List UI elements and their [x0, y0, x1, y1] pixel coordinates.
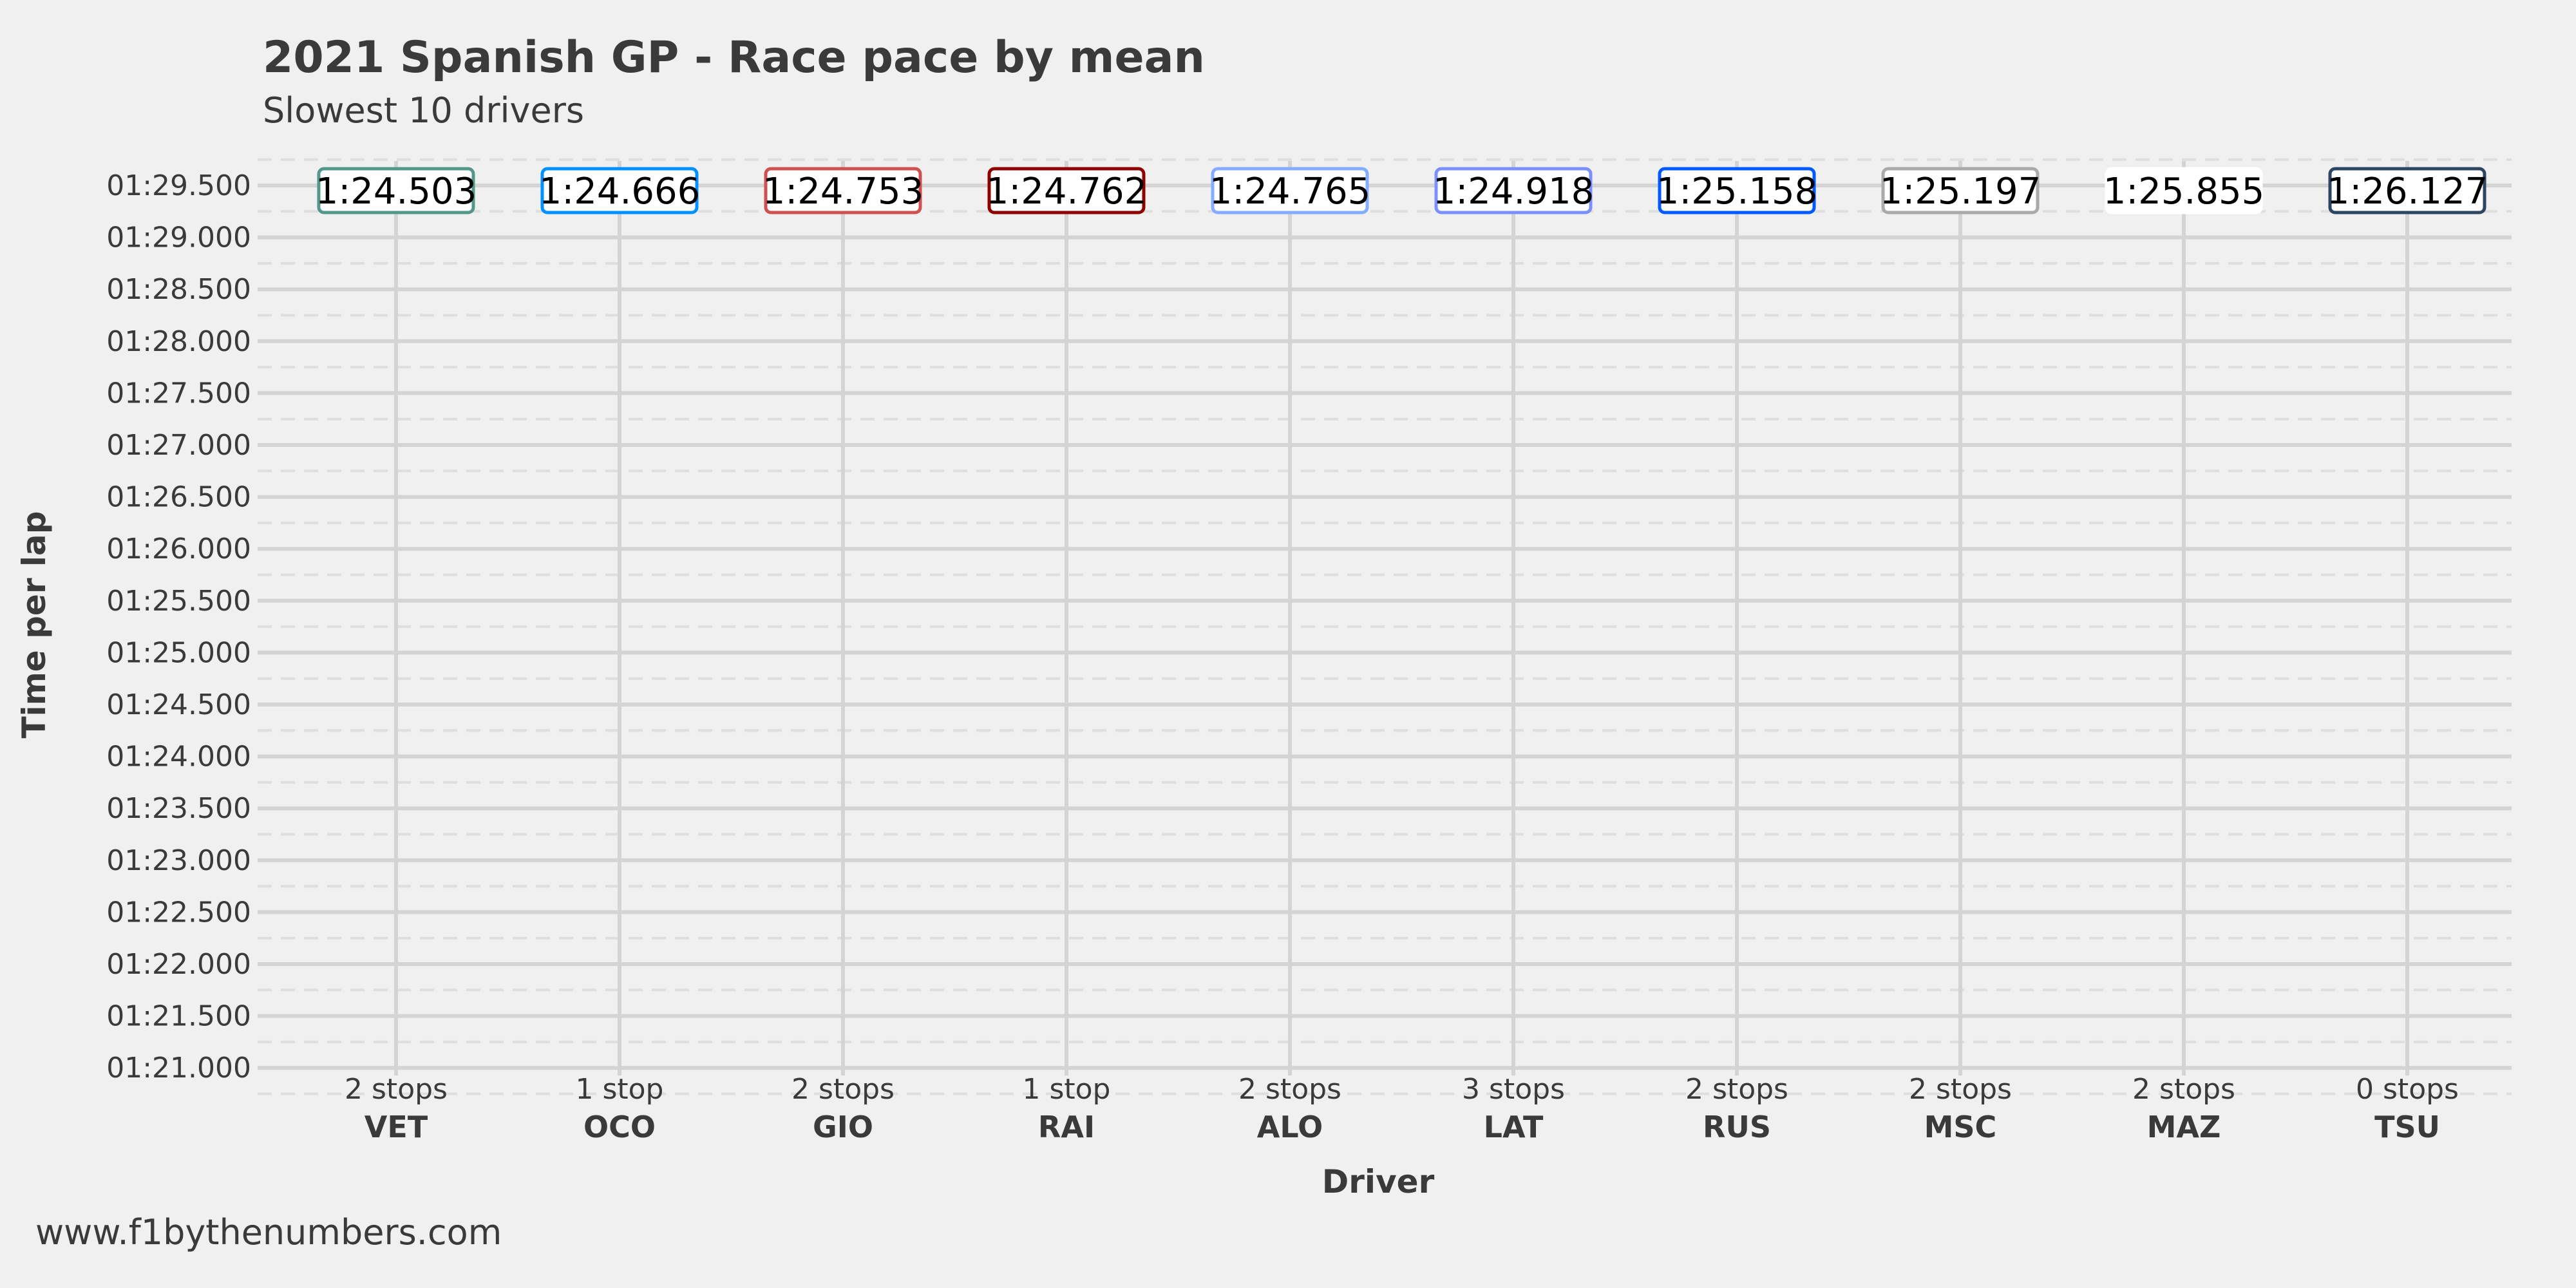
mean-label-lat: 1:24.918 [1433, 167, 1594, 214]
mean-label-text: 1:24.666 [539, 171, 700, 213]
y-tick-label: 01:29.000 [106, 222, 251, 254]
mean-label-box [540, 167, 699, 214]
driver-code-label: RUS [1703, 1110, 1771, 1144]
mean-label-text: 1:24.503 [316, 171, 477, 213]
driver-code-label: GIO [813, 1110, 873, 1144]
mean-label-box [1658, 167, 1816, 214]
y-tick-label: 01:25.000 [106, 636, 251, 669]
y-tick-label: 01:23.000 [106, 844, 251, 877]
mean-label-rus: 1:25.158 [1656, 167, 1817, 214]
driver-code-label: TSU [2374, 1110, 2440, 1144]
y-tick-label: 01:24.500 [106, 688, 251, 721]
mean-label-text: 1:24.753 [762, 171, 923, 213]
pit-stops-label: 2 stops [1909, 1073, 2012, 1106]
mean-label-box [1434, 167, 1593, 214]
mean-label-text: 1:26.127 [2327, 171, 2488, 213]
y-axis-ticks: 01:29.500 01:29.000 01:28.500 01:28.000 01:2… [106, 169, 251, 1084]
mean-label-msc: 1:25.197 [1880, 167, 2041, 214]
y-tick-label: 01:25.500 [106, 585, 251, 618]
y-tick-label: 01:22.500 [106, 896, 251, 929]
pit-stops-label: 2 stops [1685, 1073, 1788, 1106]
driver-code-label: VET [365, 1110, 428, 1144]
mean-label-box [2105, 167, 2263, 214]
mean-label-box [987, 167, 1146, 214]
mean-label-gio: 1:24.753 [762, 167, 923, 214]
pit-stops-label: 2 stops [1238, 1073, 1341, 1106]
y-axis-title: Time per lap [15, 511, 53, 738]
y-tick-label: 01:22.000 [106, 948, 251, 981]
mean-label-oco: 1:24.666 [539, 167, 700, 214]
driver-code-label: RAI [1038, 1110, 1095, 1144]
mean-label-rai: 1:24.762 [986, 167, 1147, 214]
mean-label-text: 1:25.158 [1656, 171, 1817, 213]
mean-label-box [764, 167, 922, 214]
y-tick-label: 01:28.000 [106, 325, 251, 358]
mean-label-text: 1:24.762 [986, 171, 1147, 213]
mean-label-text: 1:24.765 [1209, 171, 1370, 213]
pit-stops-label: 0 stops [2356, 1073, 2459, 1106]
driver-code-label: LAT [1484, 1110, 1544, 1144]
y-tick-label: 01:27.000 [106, 429, 251, 462]
mean-label-text: 1:24.918 [1433, 171, 1594, 213]
y-tick-label: 01:21.500 [106, 1000, 251, 1033]
driver-code-label: MSC [1924, 1110, 1997, 1144]
x-axis-labels: 2 stops VET 1 stop OCO 2 stops GIO 1 stop RAI 2 … [345, 1073, 2459, 1144]
y-tick-label: 01:27.500 [106, 377, 251, 410]
mean-label-text: 1:25.855 [2103, 171, 2264, 213]
pit-stops-label: 2 stops [791, 1073, 895, 1106]
mean-label-box [2328, 167, 2486, 214]
y-tick-label: 01:23.500 [106, 792, 251, 825]
pit-stops-label: 3 stops [1462, 1073, 1565, 1106]
driver-code-label: OCO [583, 1110, 656, 1144]
driver-code-label: ALO [1257, 1110, 1323, 1144]
mean-label-box [317, 167, 475, 214]
driver-code-label: MAZ [2147, 1110, 2221, 1144]
mean-labels: 1:24.503 1:24.666 1:24.753 1:24.762 1:24.765… [316, 167, 2488, 214]
y-tick-label: 01:24.000 [106, 741, 251, 773]
mean-label-text: 1:25.197 [1880, 171, 2041, 213]
chart-subtitle: Slowest 10 drivers [263, 90, 584, 131]
y-tick-label: 01:21.000 [106, 1052, 251, 1084]
mean-label-vet: 1:24.503 [316, 167, 477, 214]
mean-label-box [1211, 167, 1369, 214]
pit-stops-label: 1 stop [1022, 1073, 1110, 1106]
chart-title: 2021 Spanish GP - Race pace by mean [263, 32, 1205, 83]
pit-stops-label: 1 stop [575, 1073, 663, 1106]
pit-stops-label: 2 stops [345, 1073, 448, 1106]
y-tick-label: 01:28.500 [106, 273, 251, 306]
y-tick-label: 01:26.500 [106, 481, 251, 514]
gridlines [258, 158, 2512, 1095]
pit-stops-label: 2 stops [2132, 1073, 2235, 1106]
mean-label-maz: 1:25.855 [2103, 167, 2264, 214]
y-tick-label: 01:26.000 [106, 533, 251, 565]
mean-label-alo: 1:24.765 [1209, 167, 1370, 214]
watermark: www.f1bythenumbers.com [35, 1212, 502, 1253]
x-axis-title: Driver [1322, 1163, 1435, 1200]
y-tick-label: 01:29.500 [106, 169, 251, 202]
mean-label-tsu: 1:26.127 [2327, 167, 2488, 214]
mean-label-box [1881, 167, 2040, 214]
